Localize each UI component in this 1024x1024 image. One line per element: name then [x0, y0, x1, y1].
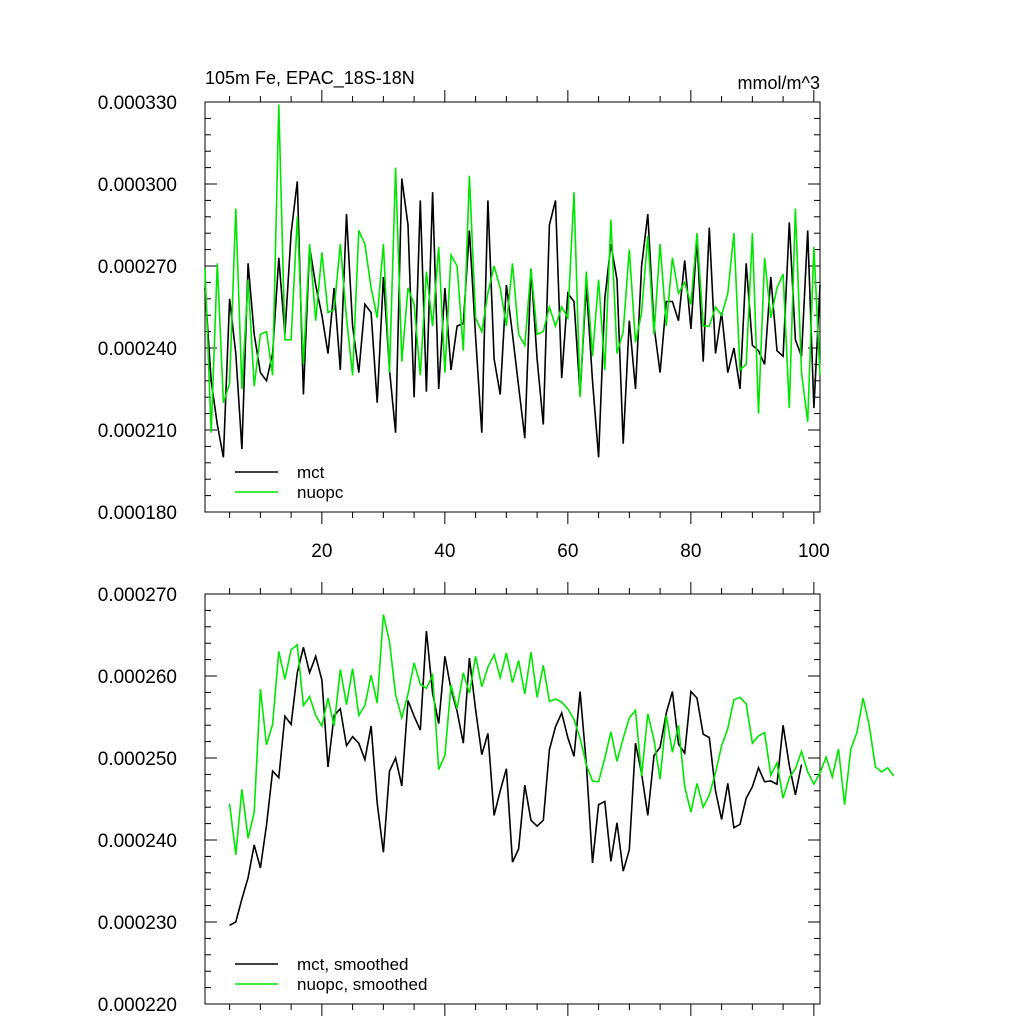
x-tick-label: 100 — [798, 541, 830, 562]
x-tick-label: 40 — [434, 541, 455, 562]
y-tick-label: 0.000270 — [98, 257, 177, 278]
x-tick-label: 80 — [680, 541, 701, 562]
panel-2 — [204, 582, 895, 1016]
chart-title: 105m Fe, EPAC_18S-18N — [205, 68, 415, 89]
legend-label: mct, smoothed — [297, 955, 409, 974]
x-tick-label: 20 — [311, 541, 332, 562]
y-tick-label: 0.000240 — [98, 339, 177, 360]
legend-label: nuopc, smoothed — [297, 975, 427, 994]
y-tick-label: 0.000180 — [98, 503, 177, 524]
legend-label: mct — [297, 463, 325, 482]
y-tick-label: 0.000270 — [98, 585, 177, 606]
series-line-nuopc-smoothed — [228, 614, 895, 855]
y-tick-label: 0.000250 — [98, 749, 177, 770]
plot-frame — [204, 593, 821, 1005]
units-label: mmol/m^3 — [738, 73, 820, 93]
legend-label: nuopc — [297, 483, 344, 502]
y-tick-label: 0.000210 — [98, 421, 177, 442]
y-tick-label: 0.000260 — [98, 667, 177, 688]
y-tick-label: 0.000330 — [98, 93, 177, 114]
x-tick-label: 60 — [557, 541, 578, 562]
y-tick-label: 0.000240 — [98, 831, 177, 852]
series-line-nuopc — [204, 104, 821, 433]
y-tick-label: 0.000220 — [98, 995, 177, 1016]
y-tick-label: 0.000230 — [98, 913, 177, 934]
y-tick-label: 0.000300 — [98, 175, 177, 196]
plot-frame — [204, 101, 821, 513]
panel-1 — [204, 90, 821, 524]
series-line-mct-smoothed — [229, 630, 803, 927]
